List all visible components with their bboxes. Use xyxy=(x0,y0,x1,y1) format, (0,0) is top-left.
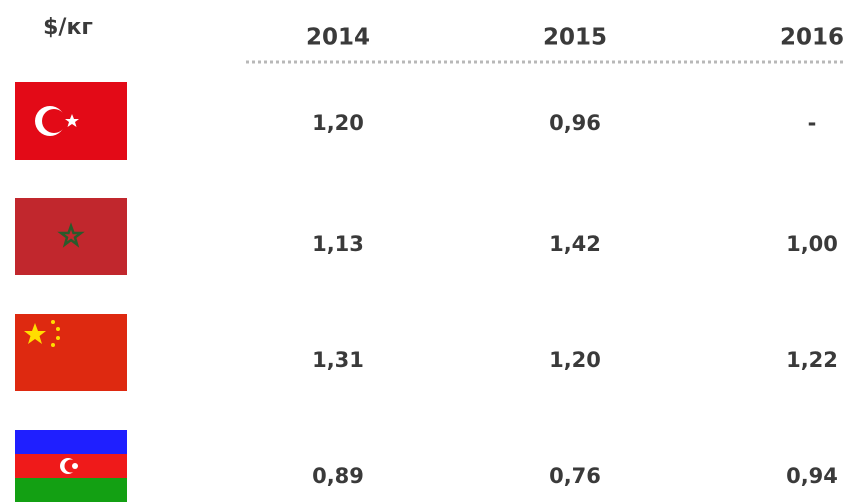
flag-azerbaijan xyxy=(15,430,127,502)
column-header: 2015 xyxy=(543,25,607,51)
cell-value: 0,89 xyxy=(312,464,364,488)
cell-value: 1,20 xyxy=(312,111,364,135)
flag-turkey xyxy=(15,82,127,160)
column-header: 2016 xyxy=(780,25,844,51)
cell-value: 1,31 xyxy=(312,348,364,372)
flag-china xyxy=(15,314,127,391)
cell-value: 1,00 xyxy=(786,232,838,256)
cell-value: 1,20 xyxy=(549,348,601,372)
cell-value: 0,96 xyxy=(549,111,601,135)
unit-label: $/кг xyxy=(43,15,93,40)
cell-value: 1,13 xyxy=(312,232,364,256)
cell-value: 0,94 xyxy=(786,464,838,488)
flag-morocco xyxy=(15,198,127,275)
cell-value: - xyxy=(808,111,817,135)
column-header: 2014 xyxy=(306,25,370,51)
cell-value: 1,22 xyxy=(786,348,838,372)
cell-value: 1,42 xyxy=(549,232,601,256)
cell-value: 0,76 xyxy=(549,464,601,488)
